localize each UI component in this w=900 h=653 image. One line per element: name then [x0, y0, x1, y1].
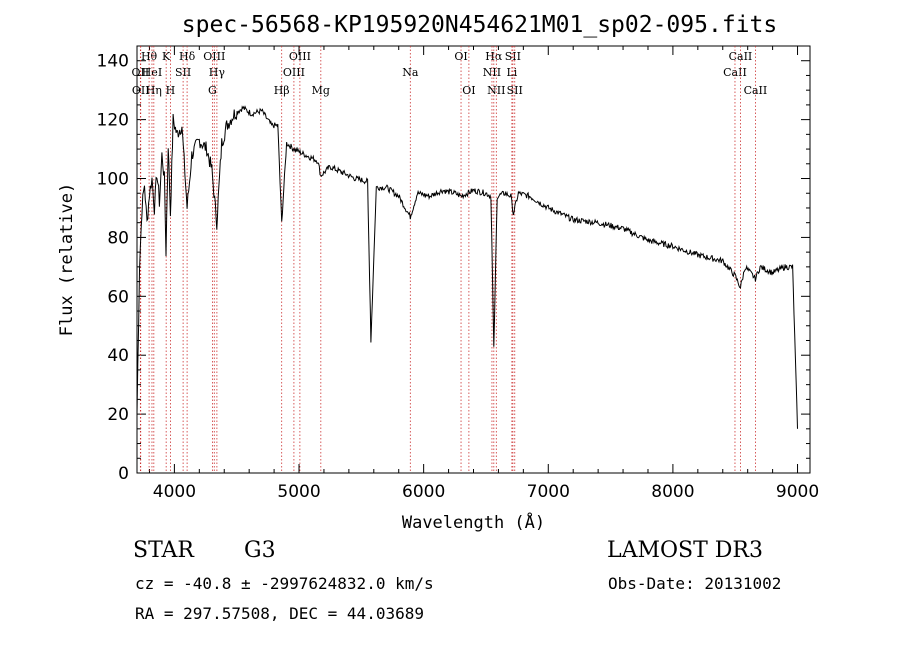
- object-class: STAR: [133, 538, 194, 563]
- line-label-1: OII: [132, 84, 150, 97]
- line-label-16: Na: [402, 66, 419, 79]
- y-tick-label-60: 60: [107, 287, 129, 307]
- y-tick-label-20: 20: [107, 405, 129, 425]
- line-label-25: CaII: [723, 66, 747, 79]
- redshift-text: cz = -40.8 ± -2997624832.0 km/s: [135, 574, 434, 593]
- line-label-19: Hα: [485, 50, 503, 63]
- object-subclass: G3: [244, 538, 276, 563]
- line-label-17: OI: [454, 50, 467, 63]
- survey-label: LAMOST DR3: [607, 538, 763, 563]
- line-label-20: NII: [483, 66, 501, 79]
- line-label-14: OIII: [289, 50, 311, 63]
- line-label-7: SII: [175, 66, 191, 79]
- x-tick-label-9000: 9000: [776, 482, 819, 502]
- x-tick-label-7000: 7000: [527, 482, 570, 502]
- y-tick-label-40: 40: [107, 346, 129, 366]
- line-label-27: CaII: [744, 84, 768, 97]
- line-label-22: SII: [505, 50, 521, 63]
- line-label-3: HeI: [142, 66, 162, 79]
- spectrum-line: [136, 105, 798, 429]
- line-label-26: CaII: [729, 50, 753, 63]
- line-label-9: OIII: [203, 50, 225, 63]
- line-label-10: Hγ: [209, 66, 226, 79]
- line-label-8: Hδ: [179, 50, 196, 63]
- y-tick-label-80: 80: [107, 228, 129, 248]
- line-label-5: K: [162, 50, 171, 63]
- x-tick-label-8000: 8000: [651, 482, 694, 502]
- line-label-15: Mg: [312, 84, 330, 97]
- line-label-23: Li: [506, 66, 517, 79]
- line-label-4: Hη: [146, 84, 162, 97]
- line-label-18: OI: [462, 84, 475, 97]
- line-label-0: OII: [132, 66, 150, 79]
- y-tick-label-0: 0: [118, 464, 129, 484]
- line-label-2: Hθ: [141, 50, 158, 63]
- y-tick-label-140: 140: [97, 52, 129, 72]
- y-tick-label-100: 100: [97, 170, 129, 190]
- line-label-6: H: [166, 84, 176, 97]
- line-label-12: Hβ: [274, 84, 290, 97]
- y-axis-label: Flux (relative): [57, 183, 77, 337]
- obs-date-text: Obs-Date: 20131002: [608, 574, 782, 593]
- line-label-11: G: [208, 84, 217, 97]
- x-tick-label-5000: 5000: [277, 482, 320, 502]
- line-label-21: NII: [487, 84, 505, 97]
- x-axis-label: Wavelength (Å): [402, 511, 545, 533]
- y-tick-label-120: 120: [97, 111, 129, 131]
- x-tick-label-6000: 6000: [402, 482, 445, 502]
- line-label-24: SII: [507, 84, 523, 97]
- radec-text: RA = 297.57508, DEC = 44.03689: [135, 604, 424, 623]
- chart-title: spec-56568-KP195920N454621M01_sp02-095.f…: [182, 12, 777, 38]
- x-tick-label-4000: 4000: [153, 482, 196, 502]
- line-label-13: OIII: [283, 66, 305, 79]
